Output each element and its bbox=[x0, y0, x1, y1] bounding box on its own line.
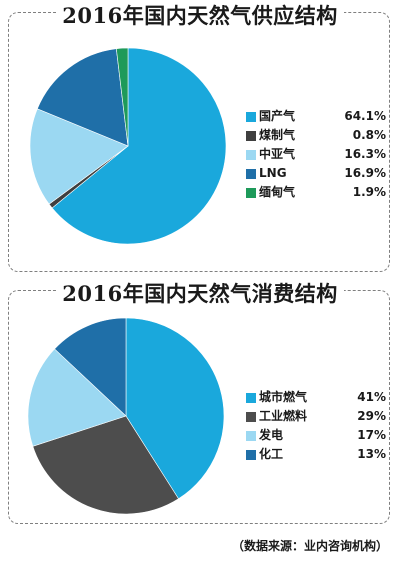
supply-legend-label: 煤制气 bbox=[259, 128, 296, 142]
supply-legend-value: 64.1% bbox=[344, 109, 386, 123]
supply-legend-swatch bbox=[246, 169, 256, 179]
supply-pie-chart bbox=[29, 47, 227, 245]
data-source-note: （数据来源：业内咨询机构） bbox=[231, 539, 388, 553]
consumption-legend-label: 发电 bbox=[259, 428, 284, 442]
consumption-legend-item: 工业燃料 29% bbox=[246, 407, 396, 426]
consumption-chart-title: 2016年国内天然气消费结构 bbox=[0, 278, 400, 308]
supply-legend-swatch bbox=[246, 188, 256, 198]
supply-legend-value: 16.9% bbox=[344, 166, 386, 180]
consumption-legend-label: 城市燃气 bbox=[259, 390, 308, 404]
consumption-legend-value: 29% bbox=[357, 409, 386, 423]
supply-legend: 国产气 64.1% 煤制气 0.8% 中亚气 16.3% LNG 16.9% 缅甸气 1.9% bbox=[246, 107, 396, 202]
consumption-legend-label: 工业燃料 bbox=[259, 409, 308, 423]
supply-legend-item: LNG 16.9% bbox=[246, 164, 396, 183]
consumption-legend-swatch bbox=[246, 412, 256, 422]
consumption-legend-swatch bbox=[246, 450, 256, 460]
consumption-legend-item: 化工 13% bbox=[246, 445, 396, 464]
supply-slice-4 bbox=[115, 47, 129, 147]
supply-slice-0 bbox=[51, 47, 227, 245]
consumption-legend-value: 17% bbox=[357, 428, 386, 442]
supply-legend-item: 缅甸气 1.9% bbox=[246, 183, 396, 202]
consumption-legend-item: 发电 17% bbox=[246, 426, 396, 445]
supply-legend-item: 中亚气 16.3% bbox=[246, 145, 396, 164]
consumption-pie-chart bbox=[27, 317, 225, 515]
consumption-legend-value: 41% bbox=[357, 390, 386, 404]
supply-legend-swatch bbox=[246, 112, 256, 122]
consumption-legend: 城市燃气 41% 工业燃料 29% 发电 17% 化工 13% bbox=[246, 388, 396, 464]
consumption-legend-swatch bbox=[246, 431, 256, 441]
supply-legend-item: 国产气 64.1% bbox=[246, 107, 396, 126]
consumption-slice-1 bbox=[32, 415, 179, 515]
consumption-slice-0 bbox=[125, 317, 225, 500]
supply-legend-value: 1.9% bbox=[352, 185, 386, 199]
consumption-slice-3 bbox=[54, 317, 127, 417]
supply-legend-swatch bbox=[246, 150, 256, 160]
supply-slice-2 bbox=[29, 108, 129, 205]
consumption-legend-value: 13% bbox=[357, 447, 386, 461]
consumption-legend-label: 化工 bbox=[259, 447, 284, 461]
consumption-legend-swatch bbox=[246, 393, 256, 403]
supply-legend-label: LNG bbox=[259, 166, 287, 180]
supply-legend-label: 国产气 bbox=[259, 109, 296, 123]
supply-slice-3 bbox=[36, 48, 129, 147]
consumption-slice-2 bbox=[27, 348, 127, 447]
supply-legend-label: 中亚气 bbox=[259, 147, 296, 161]
supply-legend-label: 缅甸气 bbox=[259, 185, 296, 199]
supply-legend-value: 0.8% bbox=[352, 128, 386, 142]
consumption-legend-item: 城市燃气 41% bbox=[246, 388, 396, 407]
supply-legend-item: 煤制气 0.8% bbox=[246, 126, 396, 145]
supply-legend-value: 16.3% bbox=[344, 147, 386, 161]
supply-legend-swatch bbox=[246, 131, 256, 141]
supply-chart-title: 2016年国内天然气供应结构 bbox=[0, 0, 400, 30]
